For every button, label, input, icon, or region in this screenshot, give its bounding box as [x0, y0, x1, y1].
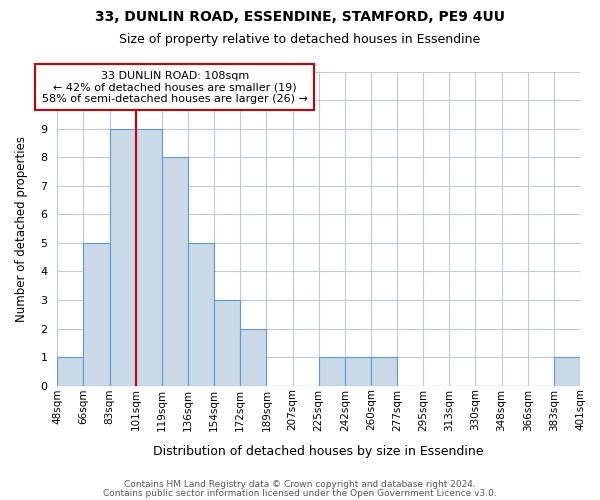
Bar	[319, 357, 345, 386]
Bar	[371, 357, 397, 386]
Bar	[83, 243, 110, 386]
Text: 33, DUNLIN ROAD, ESSENDINE, STAMFORD, PE9 4UU: 33, DUNLIN ROAD, ESSENDINE, STAMFORD, PE…	[95, 10, 505, 24]
Bar	[240, 328, 266, 386]
Text: Contains HM Land Registry data © Crown copyright and database right 2024.: Contains HM Land Registry data © Crown c…	[124, 480, 476, 489]
Bar	[136, 128, 162, 386]
Bar	[554, 357, 580, 386]
Bar	[110, 128, 136, 386]
Text: 33 DUNLIN ROAD: 108sqm
← 42% of detached houses are smaller (19)
58% of semi-det: 33 DUNLIN ROAD: 108sqm ← 42% of detached…	[42, 70, 308, 104]
Y-axis label: Number of detached properties: Number of detached properties	[15, 136, 28, 322]
Bar	[345, 357, 371, 386]
Bar	[214, 300, 240, 386]
Bar	[188, 243, 214, 386]
Bar	[57, 357, 83, 386]
X-axis label: Distribution of detached houses by size in Essendine: Distribution of detached houses by size …	[154, 444, 484, 458]
Bar	[162, 157, 188, 386]
Text: Contains public sector information licensed under the Open Government Licence v3: Contains public sector information licen…	[103, 490, 497, 498]
Text: Size of property relative to detached houses in Essendine: Size of property relative to detached ho…	[119, 32, 481, 46]
